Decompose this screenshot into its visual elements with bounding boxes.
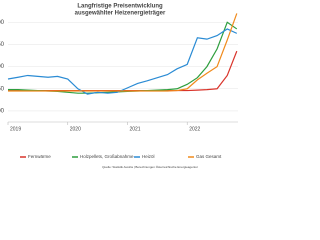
legend-label: Gas Gesamt [196, 154, 222, 159]
series-line [8, 50, 238, 92]
chart-subtitle: ausgewählter Heizenergieträger [75, 11, 166, 17]
y-tick-label: 100 [0, 108, 5, 114]
x-tick-label: 2019 [10, 126, 21, 132]
page: {"chart_data": {"type": "line", "title":… [0, 3, 238, 169]
x-tick-label: 2021 [129, 126, 140, 132]
y-tick-label: 300 [0, 20, 5, 26]
chart: Langfristige Preisentwicklung ausgewählt… [0, 4, 238, 169]
x-tick-label: 2020 [70, 126, 81, 132]
y-tick-label: 150 [0, 86, 5, 92]
legend-label: Fernwärme [28, 154, 51, 159]
y-tick-label: 250 [0, 42, 5, 48]
legend-label: Heizöl [142, 154, 155, 159]
legend-label: Holzpellets, Großabnahme [80, 154, 134, 159]
x-tick-label: 2022 [189, 126, 200, 132]
series-line [8, 21, 238, 94]
source: Quelle: Statistik Austria | Berechnungen… [102, 165, 198, 169]
series-line [8, 13, 238, 92]
y-tick-label: 200 [0, 64, 5, 70]
series-line [7, 28, 238, 95]
chart-title: Langfristige Preisentwicklung [77, 4, 163, 10]
